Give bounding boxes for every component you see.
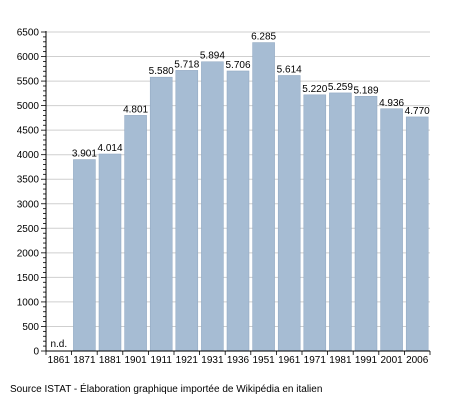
bar-1871	[73, 159, 96, 352]
x-tick-label: 1981	[329, 355, 352, 366]
y-tick-label: 1000	[17, 297, 40, 308]
bar-1921	[175, 70, 199, 352]
bar-2006	[405, 116, 429, 352]
x-tick-label: 1931	[201, 355, 224, 366]
data-label-1991: 5.189	[353, 85, 378, 96]
bar-1911	[149, 76, 173, 352]
data-label-2001: 4.936	[379, 98, 404, 109]
x-tick-label: 1911	[150, 355, 172, 366]
y-tick-label: 4000	[17, 150, 40, 161]
data-label-1871: 3.901	[72, 149, 97, 160]
x-tick-label: 1861	[48, 355, 71, 366]
bar-1901	[124, 115, 147, 352]
x-tick-label: 1991	[355, 355, 378, 366]
x-tick-label: 2006	[406, 355, 429, 366]
axes	[41, 31, 431, 355]
source-note: Source ISTAT - Élaboration graphique imp…	[10, 384, 323, 395]
x-tick-label: 1936	[227, 355, 250, 366]
bar-1951	[252, 42, 275, 352]
y-tick-label: 4500	[17, 126, 40, 137]
y-tick-label: 6000	[17, 52, 40, 63]
bar-1961	[277, 75, 301, 352]
bar-1981	[329, 92, 352, 352]
x-tick-label: 1921	[176, 355, 199, 366]
bar-chart: 0 500 1000 1500 2000 2500 3000 3500 4000 4500 5000…	[17, 28, 431, 366]
y-tick-label: 1500	[17, 273, 40, 284]
y-tick-label: 3000	[17, 199, 40, 210]
y-tick-label: 5500	[17, 77, 40, 88]
data-label-1931: 5.894	[200, 51, 225, 62]
y-tick-labels: 0 500 1000 1500 2000 2500 3000 3500 4000 4500 5000…	[17, 28, 40, 358]
bars	[73, 42, 429, 352]
y-tick-label: 3500	[17, 175, 40, 186]
data-label-1881: 4.014	[97, 143, 122, 154]
y-tick-label: 0	[33, 347, 39, 358]
bar-2001	[380, 108, 403, 352]
bar-1931	[201, 61, 224, 352]
y-tick-label: 2500	[17, 224, 40, 235]
data-label-1861: n.d.	[50, 339, 67, 350]
y-tick-label: 500	[22, 322, 39, 333]
x-tick-label: 2001	[380, 355, 403, 366]
x-tick-label: 1871	[73, 355, 96, 366]
x-tick-label: 1951	[252, 355, 275, 366]
bar-1991	[354, 96, 378, 352]
y-tick-label: 2000	[17, 248, 40, 259]
y-tick-label: 5000	[17, 101, 40, 112]
data-label-1921: 5.718	[174, 59, 199, 70]
bar-1881	[98, 153, 122, 352]
y-tick-label: 6500	[17, 28, 40, 39]
x-tick-label: 1881	[99, 355, 122, 366]
x-tick-label: 1961	[278, 355, 301, 366]
data-label-1981: 5.259	[328, 82, 353, 93]
data-label-1911: 5.580	[149, 66, 174, 77]
data-label-1901: 4.801	[123, 104, 148, 115]
data-label-1971: 5.220	[302, 84, 327, 95]
bar-1971	[303, 94, 327, 352]
x-tick-labels: 1861 1871 1881 1901 1911 1921 1931 1936 1951 1961…	[48, 355, 429, 366]
x-tick-label: 1971	[304, 355, 327, 366]
x-tick-label: 1901	[124, 355, 147, 366]
bar-1936	[226, 70, 250, 352]
data-label-1961: 5.614	[277, 64, 302, 75]
data-label-2006: 4.770	[405, 106, 430, 117]
data-label-1936: 5.706	[225, 60, 250, 71]
data-label-1951: 6.285	[251, 32, 276, 43]
